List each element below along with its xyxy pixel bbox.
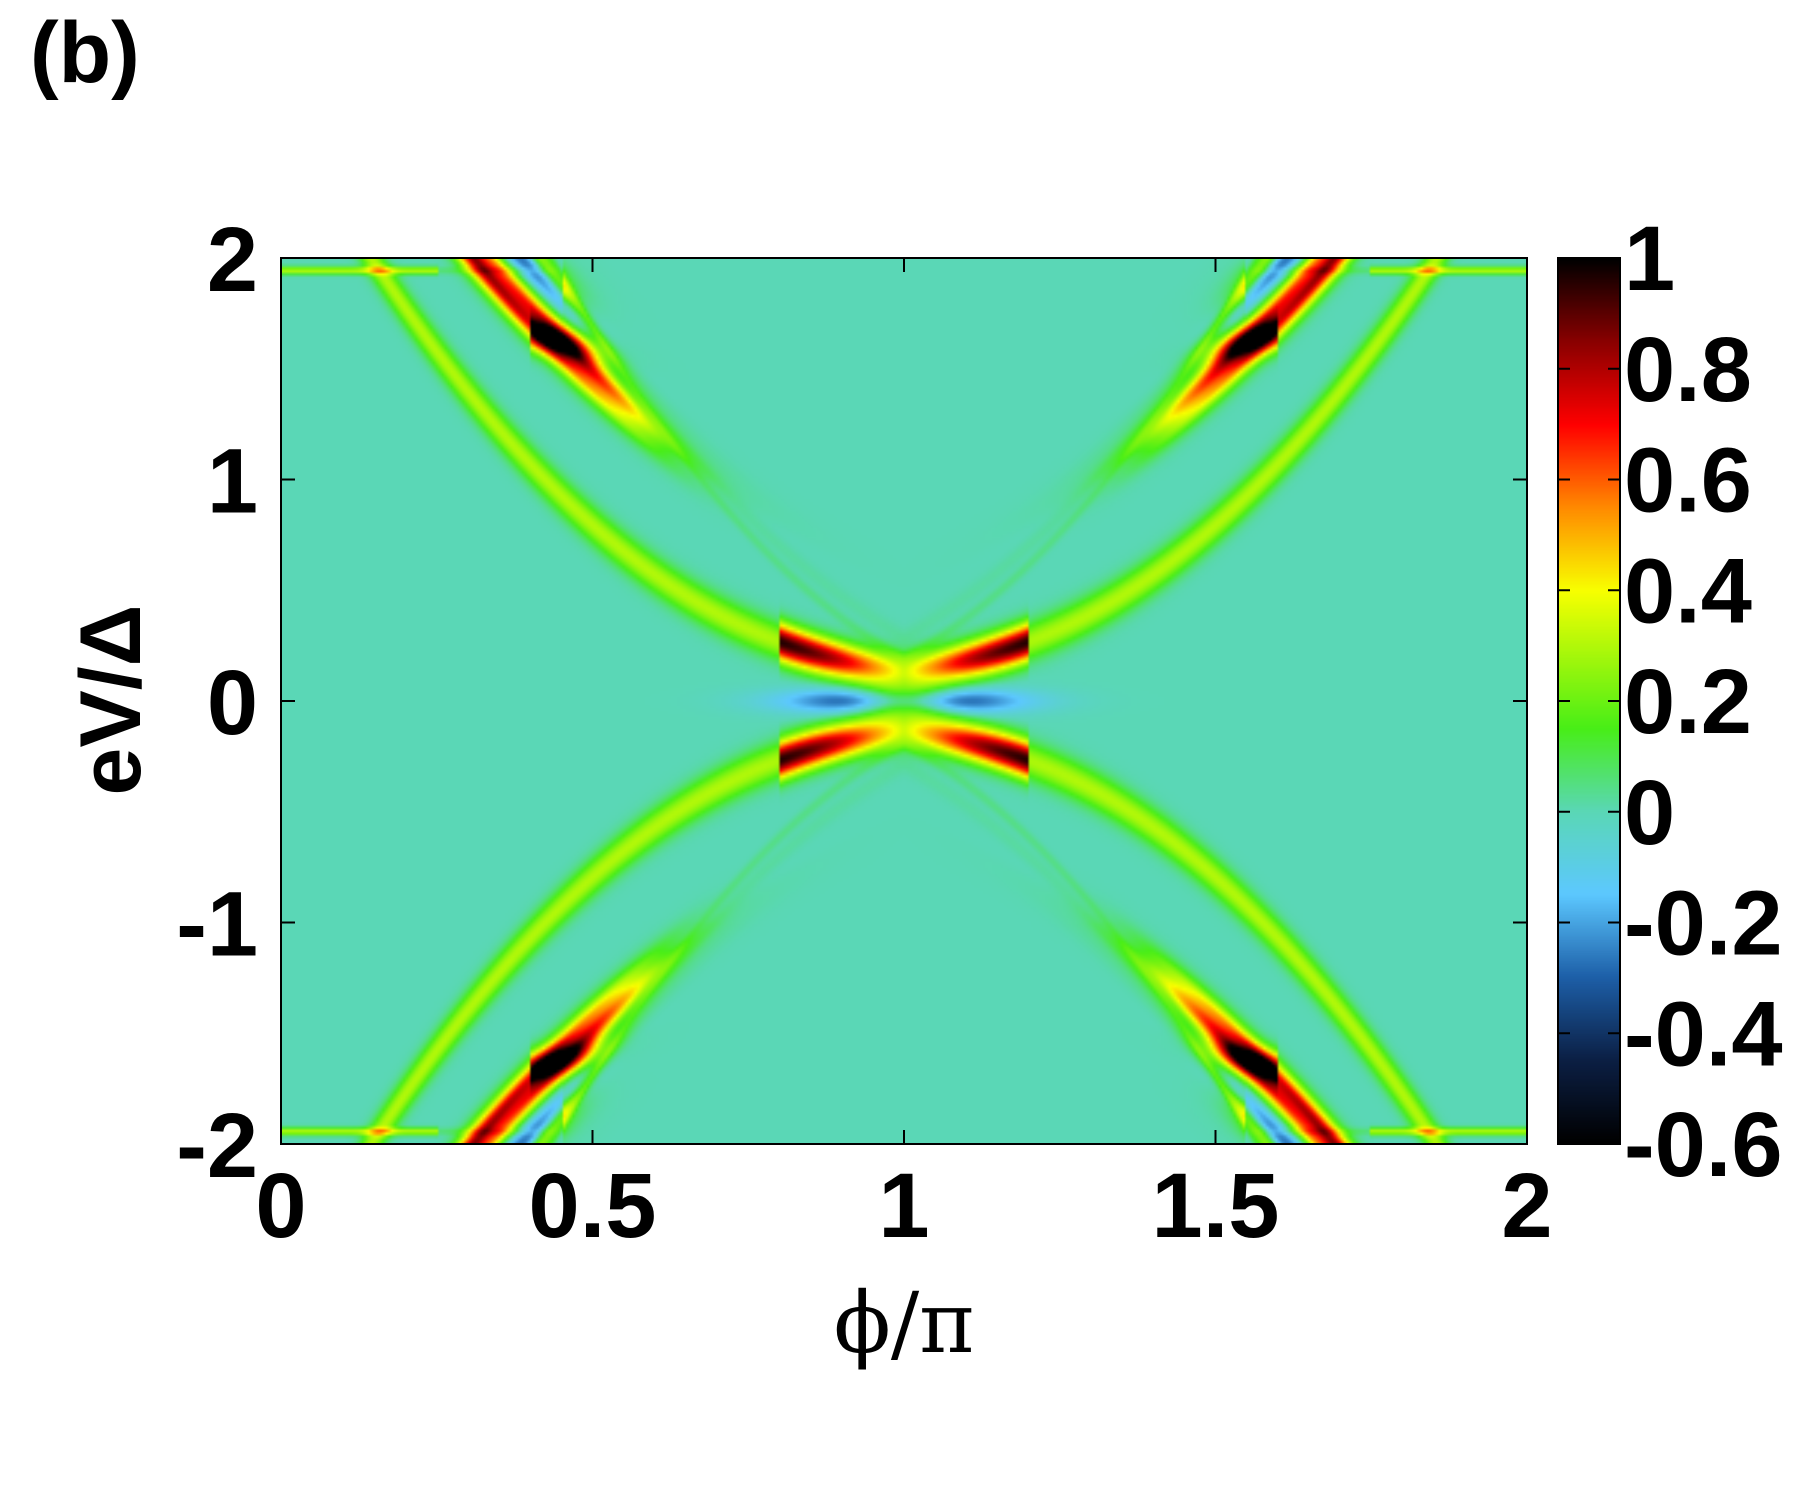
y-tick-label: 0 xyxy=(207,652,258,754)
colorbar-tick-label: -0.2 xyxy=(1624,873,1783,975)
x-tick-label: 2 xyxy=(1501,1155,1552,1257)
colorbar-tick-label: 0 xyxy=(1624,762,1675,864)
y-tick-label: -1 xyxy=(176,874,258,976)
y-axis-label: eV/Δ xyxy=(63,605,159,796)
colorbar-tick-label: 0.6 xyxy=(1624,430,1752,532)
colorbar: 10.80.60.40.20-0.2-0.4-0.6 xyxy=(1557,208,1783,1196)
x-tick-label: 1 xyxy=(878,1155,929,1257)
x-tick-label: 0.5 xyxy=(529,1155,657,1257)
y-axis: -2 -1 0 1 2 xyxy=(176,209,1527,1197)
y-tick-label: 2 xyxy=(207,209,258,311)
colorbar-tick-label: 0.8 xyxy=(1624,319,1752,421)
x-tick-label: 1.5 xyxy=(1152,1155,1280,1257)
panel-label: (b) xyxy=(30,5,140,101)
colorbar-tick-label: 0.4 xyxy=(1624,540,1752,642)
y-tick-label: -2 xyxy=(176,1095,258,1197)
y-tick-label: 1 xyxy=(207,431,258,533)
heatmap xyxy=(281,258,1527,1144)
x-axis: 0 0.5 1 1.5 2 xyxy=(255,258,1553,1257)
x-axis-label: ϕ/π xyxy=(834,1274,975,1372)
colorbar-tick-label: 0.2 xyxy=(1624,651,1752,753)
colorbar-tick-label: -0.6 xyxy=(1624,1094,1783,1196)
heatmap-image xyxy=(281,258,1527,1144)
x-tick-label: 0 xyxy=(255,1155,306,1257)
colorbar-tick-label: 1 xyxy=(1624,208,1675,310)
colorbar-tick-label: -0.4 xyxy=(1624,983,1783,1085)
